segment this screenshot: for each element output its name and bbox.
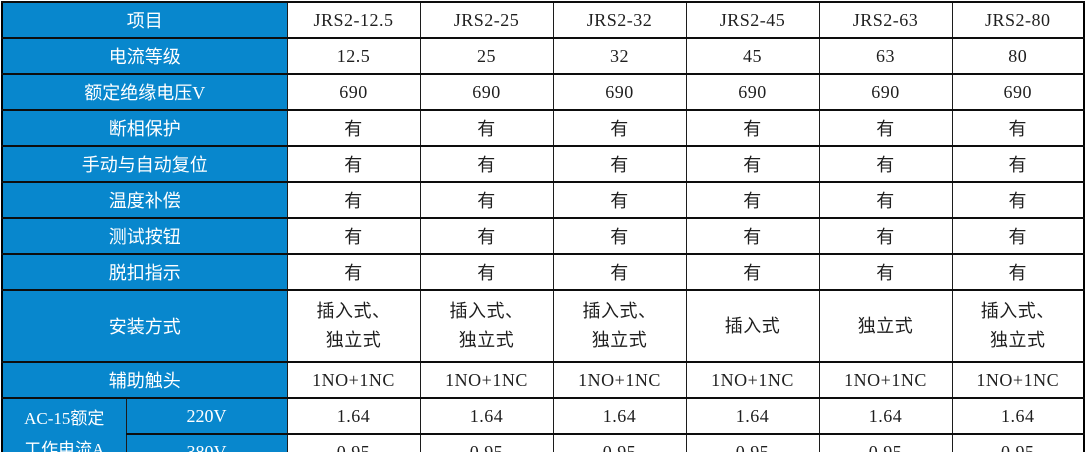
corner-label-cell: 项目 [1,1,288,39]
value-cell: 插入式、 独立式 [419,289,554,363]
value-cell: 1.64 [419,397,554,435]
value-cell: 独立式 [818,289,953,363]
value-cell: 有 [685,109,820,147]
value-cell: 有 [552,217,687,255]
model-header-cell: JRS2-25 [419,1,554,39]
value-cell: 有 [685,181,820,219]
value-cell: 有 [552,145,687,183]
value-cell: 0.95 [818,433,953,452]
value-cell: 80 [951,37,1085,75]
header-row: 项目 JRS2-12.5 JRS2-25 JRS2-32 JRS2-45 JRS… [1,1,1085,39]
value-cell: 有 [685,217,820,255]
table-row-ac15-220v: AC-15额定 工作电流A 220V 1.64 1.64 1.64 1.64 1… [1,397,1085,452]
model-header-cell: JRS2-80 [951,1,1085,39]
model-header-cell: JRS2-32 [552,1,687,39]
value-cell: 有 [552,181,687,219]
row-label-cell: 测试按钮 [1,217,288,255]
value-cell: 690 [419,73,554,111]
value-cell: 32 [552,37,687,75]
value-cell: 1.64 [951,397,1085,435]
value-cell: 有 [818,109,953,147]
value-cell: 0.95 [552,433,687,452]
value-cell: 有 [552,109,687,147]
value-cell: 有 [951,145,1085,183]
value-cell: 插入式 [685,289,820,363]
value-cell: 1NO+1NC [286,361,421,399]
value-cell: 有 [419,181,554,219]
value-cell: 插入式、 独立式 [552,289,687,363]
value-cell: 有 [419,217,554,255]
value-cell: 0.95 [419,433,554,452]
table-row-trip-indication: 脱扣指示 有 有 有 有 有 有 [1,253,1085,291]
table-row-test-button: 测试按钮 有 有 有 有 有 有 [1,217,1085,255]
model-header-cell: JRS2-63 [818,1,953,39]
ac15-label-cell: AC-15额定 工作电流A [1,397,127,452]
value-cell: 1NO+1NC [685,361,820,399]
row-label-cell: 断相保护 [1,109,288,147]
value-cell: 有 [818,217,953,255]
table-row-ac15-380v: 380V 0.95 0.95 0.95 0.95 0.95 0.95 [2,433,1085,452]
table-row-insulation-voltage: 额定绝缘电压V 690 690 690 690 690 690 [1,73,1085,111]
value-cell: 690 [951,73,1085,111]
value-cell: 有 [286,217,421,255]
table-row-phase-failure-protection: 断相保护 有 有 有 有 有 有 [1,109,1085,147]
value-cell: 25 [419,37,554,75]
row-label-cell: 安装方式 [1,289,288,363]
value-cell: 有 [951,181,1085,219]
value-cell: 有 [286,145,421,183]
table-row-auxiliary-contacts: 辅助触头 1NO+1NC 1NO+1NC 1NO+1NC 1NO+1NC 1NO… [1,361,1085,399]
value-cell: 690 [685,73,820,111]
value-cell: 有 [419,145,554,183]
value-cell: 45 [685,37,820,75]
value-cell: 1NO+1NC [552,361,687,399]
value-cell: 1NO+1NC [951,361,1085,399]
value-cell: 690 [818,73,953,111]
value-cell: 1.64 [552,397,687,435]
value-cell: 690 [552,73,687,111]
value-cell: 有 [286,181,421,219]
value-cell: 插入式、 独立式 [951,289,1085,363]
table-row-temperature-compensation: 温度补偿 有 有 有 有 有 有 [1,181,1085,219]
table-row-mounting-type: 安装方式 插入式、 独立式 插入式、 独立式 插入式、 独立式 插入式 独立式 … [1,289,1085,363]
value-cell: 1.64 [286,397,421,435]
row-label-cell: 温度补偿 [1,181,288,219]
voltage-cell: 380V [125,433,288,452]
value-cell: 0.95 [951,433,1085,452]
table-row-current-grade: 电流等级 12.5 25 32 45 63 80 [1,37,1085,75]
value-cell: 有 [419,253,554,291]
value-cell: 1NO+1NC [818,361,953,399]
row-label-cell: 辅助触头 [1,361,288,399]
value-cell: 有 [951,217,1085,255]
value-cell: 1.64 [818,397,953,435]
value-cell: 1.64 [685,397,820,435]
value-cell: 0.95 [286,433,421,452]
value-cell: 0.95 [685,433,820,452]
value-cell: 有 [685,253,820,291]
model-header-cell: JRS2-45 [685,1,820,39]
value-cell: 690 [286,73,421,111]
value-cell: 有 [552,253,687,291]
table-row-manual-auto-reset: 手动与自动复位 有 有 有 有 有 有 [1,145,1085,183]
value-cell: 有 [685,145,820,183]
value-cell: 有 [286,253,421,291]
row-label-cell: 电流等级 [1,37,288,75]
value-cell: 有 [818,253,953,291]
model-header-cell: JRS2-12.5 [286,1,421,39]
value-cell: 有 [286,109,421,147]
row-label-cell: 手动与自动复位 [1,145,288,183]
value-cell: 63 [818,37,953,75]
value-cell: 有 [818,181,953,219]
voltage-cell: 220V [125,397,288,435]
value-cell: 有 [818,145,953,183]
value-cell: 12.5 [286,37,421,75]
row-label-cell: 脱扣指示 [1,253,288,291]
value-cell: 有 [419,109,554,147]
value-cell: 插入式、 独立式 [286,289,421,363]
row-label-cell: 额定绝缘电压V [1,73,288,111]
value-cell: 有 [951,253,1085,291]
value-cell: 1NO+1NC [419,361,554,399]
value-cell: 有 [951,109,1085,147]
